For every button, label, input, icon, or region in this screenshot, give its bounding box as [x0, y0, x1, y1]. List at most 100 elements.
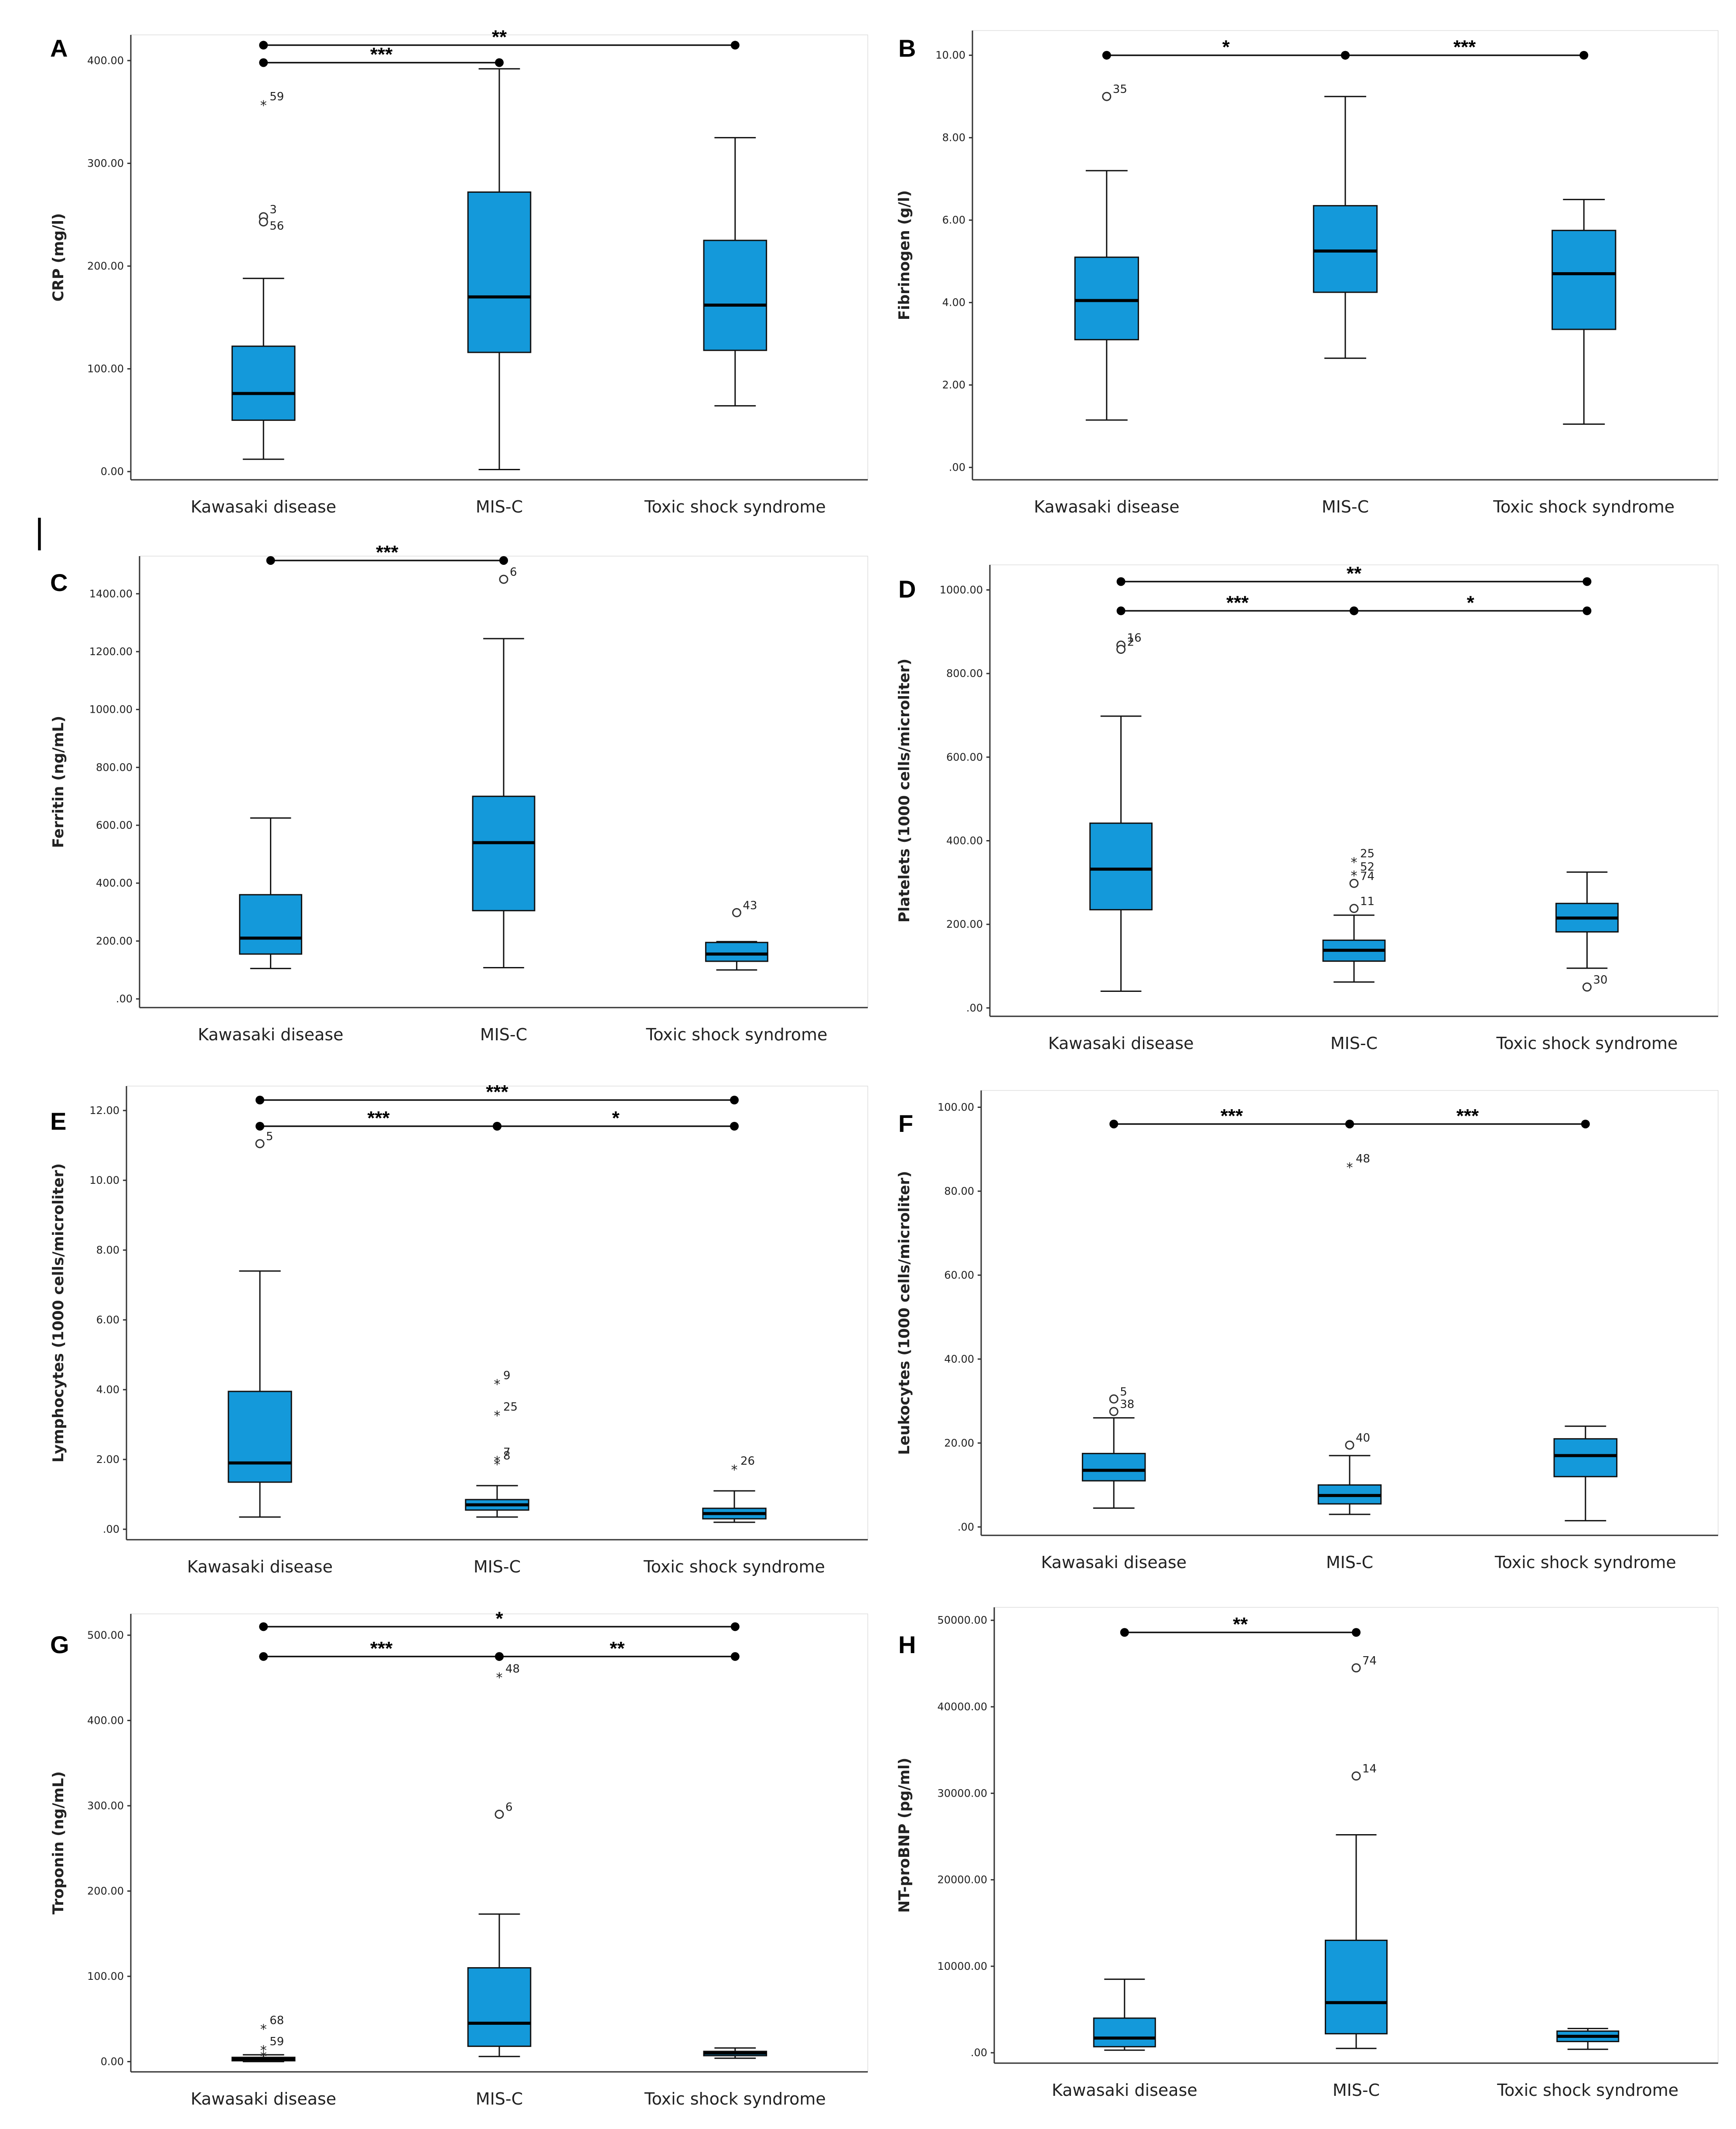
y-tick-label: 0.00	[101, 2056, 124, 2068]
significance-bracket: *	[493, 1107, 739, 1131]
significance-label: ***	[370, 1638, 393, 1659]
iqr-box	[1089, 822, 1153, 911]
x-category-label: Kawasaki disease	[1048, 1034, 1194, 1053]
significance-bracket: ***	[256, 1081, 739, 1104]
box-1	[465, 1485, 529, 1518]
bracket-start-dot	[493, 1122, 501, 1131]
panel-b: B Fibrinogen (g/l) .00 2.00 4.00 6.00 8.00 10.0…	[896, 30, 1719, 516]
outlier-star: *	[1347, 1160, 1353, 1176]
significance-label: ***	[486, 1081, 508, 1103]
y-tick-label: 100.00	[87, 363, 124, 375]
significance-bracket: **	[259, 27, 740, 50]
x-category-label: MIS-C	[1322, 497, 1369, 516]
x-category-label: Toxic shock syndrome	[643, 1557, 825, 1576]
outlier-point	[1109, 1394, 1119, 1404]
panel-letter: H	[898, 1631, 916, 1658]
x-category-label: Toxic shock syndrome	[644, 497, 826, 516]
y-axis-label: NT-proBNP (pg/ml)	[896, 1758, 913, 1913]
box-2	[1553, 1425, 1618, 1521]
outlier-label: 40	[1356, 1432, 1370, 1445]
x-category-label: Toxic shock syndrome	[1493, 497, 1675, 516]
y-tick-label: 2.00	[96, 1453, 119, 1466]
panel-letter: E	[50, 1107, 66, 1135]
bracket-start-dot	[259, 58, 268, 67]
y-tick-label: 100.00	[938, 1101, 974, 1113]
y-tick-label: 80.00	[944, 1185, 974, 1197]
bracket-end-dot	[495, 58, 504, 67]
significance-bracket: **	[1120, 1614, 1361, 1637]
outlier-label: 8	[503, 1449, 511, 1463]
outlier-star: *	[496, 1671, 503, 1686]
y-tick-label: 100.00	[87, 1970, 124, 1982]
bracket-start-dot	[266, 556, 275, 565]
outlier-label: 68	[269, 2014, 284, 2027]
box-0	[228, 1270, 292, 1518]
y-tick-label: 0.00	[101, 465, 124, 478]
y-tick-label: .00	[966, 1002, 983, 1014]
outlier-point	[255, 1139, 265, 1148]
y-tick-label: 600.00	[946, 751, 983, 763]
y-tick-label: .00	[958, 1521, 974, 1533]
panel-c: C Ferritin (ng/mL) .00 200.00 400.00 600.00 80…	[50, 542, 868, 1044]
y-tick-label: 10.00	[89, 1174, 119, 1186]
outlier-label: 14	[1362, 1763, 1377, 1776]
outlier-label: 59	[269, 90, 284, 103]
box-0	[1093, 1979, 1156, 2051]
significance-bracket: ***	[266, 542, 508, 565]
y-axis-label: Fibrinogen (g/l)	[896, 190, 913, 320]
outlier-label: 2	[1127, 636, 1135, 649]
box-1	[1322, 914, 1386, 983]
outlier-label: 48	[1356, 1152, 1370, 1165]
y-tick-label: 200.00	[87, 260, 124, 272]
significance-label: ***	[1456, 1105, 1479, 1127]
iqr-box	[703, 239, 767, 351]
bracket-end-dot	[499, 556, 508, 565]
outlier-label: 25	[503, 1401, 518, 1414]
outlier-label: 38	[1120, 1398, 1134, 1411]
outlier-label: 30	[1593, 974, 1607, 987]
y-tick-label: 200.00	[96, 935, 133, 947]
y-tick-label: 10000.00	[937, 1960, 987, 1972]
x-category-label: MIS-C	[1333, 2081, 1380, 2100]
box-2	[703, 2047, 767, 2059]
significance-label: ***	[1226, 592, 1249, 613]
bracket-start-dot	[1350, 606, 1358, 615]
box-1	[1313, 96, 1378, 359]
outlier-star: *	[260, 2049, 267, 2064]
outlier-label: 9	[503, 1369, 511, 1382]
significance-label: ***	[367, 1107, 390, 1129]
y-tick-label: 300.00	[87, 1800, 124, 1812]
y-tick-label: .00	[949, 461, 965, 474]
significance-bracket: ***	[1116, 592, 1358, 615]
bracket-start-dot	[256, 1122, 264, 1131]
outlier-point	[259, 217, 268, 227]
x-category-label: Toxic shock syndrome	[1496, 1034, 1678, 1053]
y-tick-label: 1200.00	[89, 646, 133, 658]
outlier-label: 3	[269, 203, 277, 216]
x-category-label: Kawasaki disease	[1034, 497, 1180, 516]
significance-bracket: ***	[259, 44, 504, 67]
box-2	[1556, 2028, 1620, 2050]
iqr-box	[705, 942, 768, 962]
box-1	[472, 638, 535, 968]
bracket-end-dot	[1583, 577, 1592, 586]
y-tick-label: 40000.00	[937, 1701, 987, 1713]
significance-label: **	[492, 27, 507, 48]
x-category-label: Kawasaki disease	[198, 1025, 344, 1044]
iqr-box	[1093, 2017, 1156, 2047]
y-tick-label: 2.00	[942, 379, 965, 391]
outlier-label: 52	[1360, 861, 1374, 874]
significance-label: *	[1467, 592, 1475, 613]
panel-letter: D	[898, 575, 916, 603]
x-category-label: MIS-C	[476, 2089, 523, 2108]
y-tick-label: 4.00	[96, 1384, 119, 1396]
outlier-star: *	[494, 1377, 501, 1392]
box-2	[1555, 871, 1619, 969]
y-tick-label: 1400.00	[89, 588, 133, 600]
iqr-box	[472, 796, 535, 912]
outlier-label: 11	[1360, 895, 1374, 908]
outlier-star: *	[494, 1457, 501, 1473]
iqr-box	[1313, 205, 1378, 293]
